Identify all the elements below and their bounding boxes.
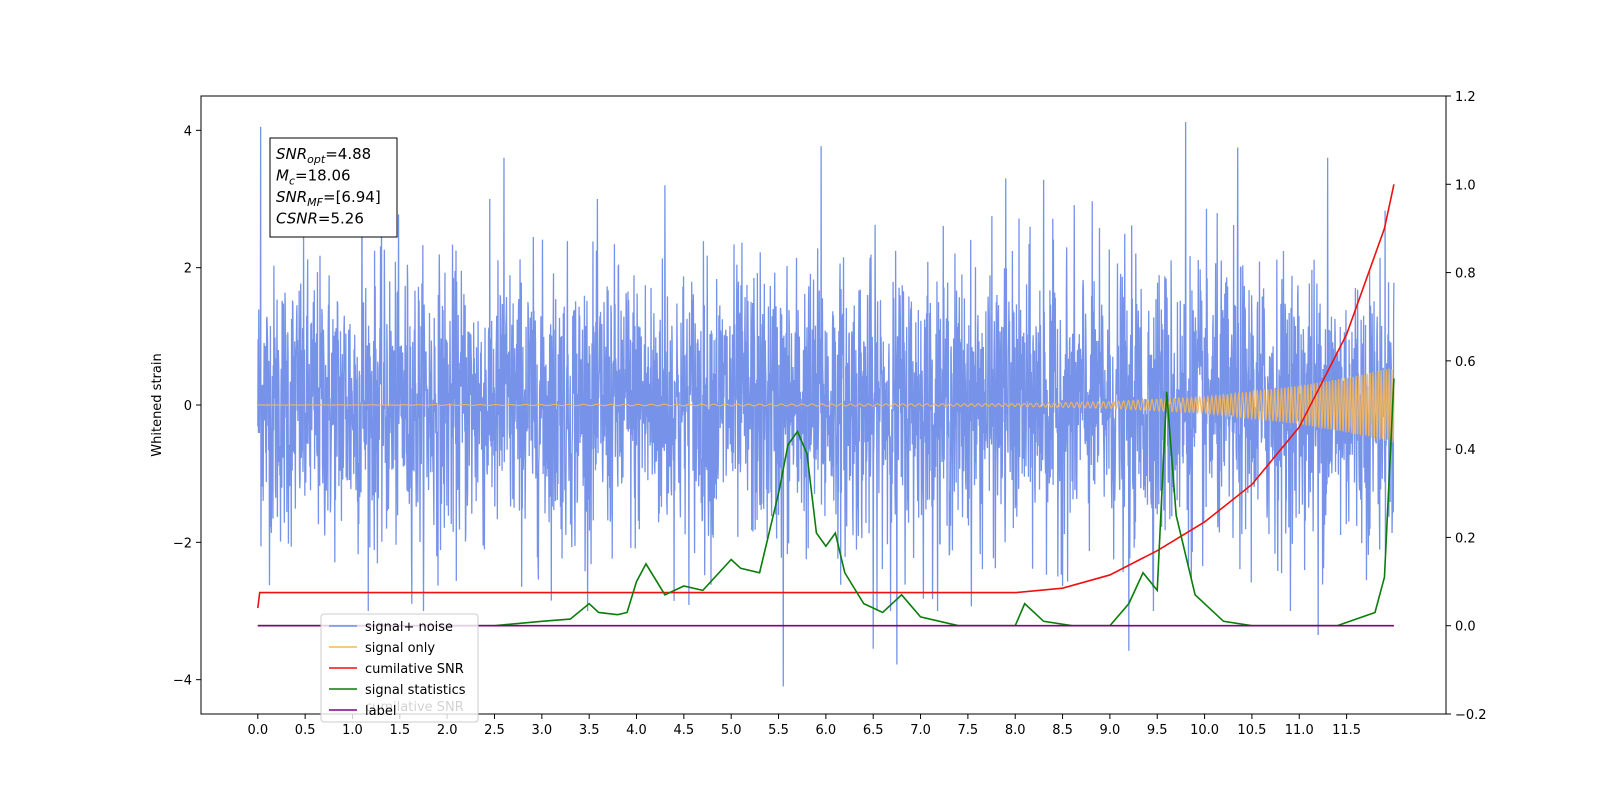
annotation-line: Mc=18.06 xyxy=(276,167,351,188)
legend-label-signal-only: signal only xyxy=(365,641,435,656)
x-tick-label: 7.0 xyxy=(910,723,931,738)
x-tick-label: 5.5 xyxy=(768,723,789,738)
x-tick-label: 11.5 xyxy=(1332,723,1361,738)
x-tick-label: 1.0 xyxy=(342,723,363,738)
y-right-tick-label: 0.8 xyxy=(1455,267,1476,282)
y-right-tick-label: 1.2 xyxy=(1455,90,1476,105)
legend-label-signal-noise: signal+ noise xyxy=(365,620,453,635)
x-tick-label: 3.0 xyxy=(531,723,552,738)
annotation-line: SNRMF=[6.94] xyxy=(276,188,381,209)
y-right-tick-label: 0.0 xyxy=(1455,620,1476,635)
x-tick-label: 9.5 xyxy=(1147,723,1168,738)
y-left-tick-label: −2 xyxy=(173,536,192,551)
annotation-line: SNRopt=4.88 xyxy=(276,145,371,166)
y-right-tick-label: 0.2 xyxy=(1455,531,1476,546)
x-tick-label: 11.0 xyxy=(1285,723,1314,738)
series-signal-only xyxy=(257,368,1395,443)
y-left-tick-label: 2 xyxy=(184,262,192,277)
x-tick-label: 9.0 xyxy=(1100,723,1121,738)
x-tick-label: 6.0 xyxy=(816,723,837,738)
x-tick-label: 4.0 xyxy=(626,723,647,738)
x-tick-label: 8.5 xyxy=(1052,723,1073,738)
x-tick-label: 4.5 xyxy=(674,723,695,738)
legend-label-signal-statistics: signal statistics xyxy=(365,683,466,698)
legend-label-cumilative-snr: cumilative SNR xyxy=(365,662,464,677)
series-signal-noise xyxy=(257,122,1395,687)
legend: cumilative SNR signal+ noise signal only cu… xyxy=(320,613,479,723)
x-tick-label: 0.0 xyxy=(247,723,268,738)
y-left-tick-label: −4 xyxy=(173,674,192,689)
legend-frame xyxy=(320,613,479,723)
x-axis: 0.0 0.5 1.0 1.5 2.0 2.5 3.0 3.5 4.0 4.5 5.0 5.5 6.0 6… xyxy=(247,714,1361,738)
x-tick-label: 6.5 xyxy=(863,723,884,738)
x-tick-label: 10.5 xyxy=(1237,723,1266,738)
y-right-tick-label: −0.2 xyxy=(1455,708,1487,723)
x-tick-label: 10.0 xyxy=(1190,723,1219,738)
y-right-tick-label: 0.4 xyxy=(1455,443,1476,458)
legend-hidden-label: cumilative SNR xyxy=(365,700,464,715)
series-layer xyxy=(257,122,1395,687)
y-right-tick-label: 0.6 xyxy=(1455,355,1476,370)
x-tick-label: 7.5 xyxy=(958,723,979,738)
x-tick-label: 5.0 xyxy=(721,723,742,738)
y-axis-label: Whitened strain xyxy=(150,353,165,456)
series-signal-statistics xyxy=(257,378,1395,627)
annotation-line: CSNR=5.26 xyxy=(276,210,364,228)
plot-area xyxy=(257,122,1395,687)
y-left-tick-label: 4 xyxy=(184,124,192,139)
legend-label-label: label xyxy=(365,704,396,719)
y-axis-left: 4 2 0 −2 −4 xyxy=(173,124,201,689)
x-tick-label: 8.0 xyxy=(1005,723,1026,738)
series-cumilative-snr xyxy=(257,184,1395,609)
y-axis-right: 1.2 1.0 0.8 0.6 0.4 0.2 0.0 −0.2 xyxy=(1446,90,1487,723)
x-tick-label: 2.5 xyxy=(484,723,505,738)
x-tick-label: 2.0 xyxy=(437,723,458,738)
y-left-tick-label: 0 xyxy=(184,399,192,414)
x-tick-label: 0.5 xyxy=(295,723,316,738)
x-tick-label: 3.5 xyxy=(579,723,600,738)
annotation-frame xyxy=(269,137,398,238)
y-right-tick-label: 1.0 xyxy=(1455,178,1476,193)
x-tick-label: 1.5 xyxy=(389,723,410,738)
